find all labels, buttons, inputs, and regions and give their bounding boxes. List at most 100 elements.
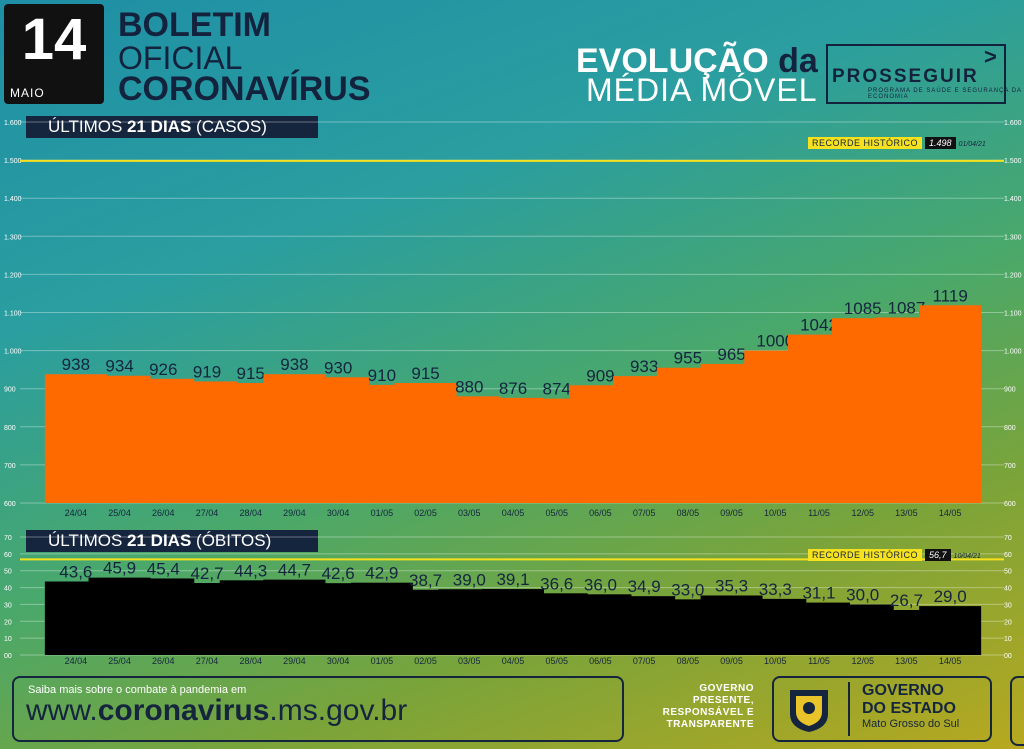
slogan-line4: TRANSPARENTE bbox=[666, 719, 754, 730]
deaths-data-label: 42,7 bbox=[190, 564, 223, 583]
deaths-data-label: 33,3 bbox=[759, 580, 792, 599]
slogan-line2: PRESENTE, bbox=[692, 695, 754, 706]
deaths-ytick-label-right: 40 bbox=[1004, 586, 1012, 593]
cases-data-label: 876 bbox=[499, 379, 527, 398]
cases-data-label: 1000 bbox=[756, 332, 794, 351]
program-logo-subtitle: PROGRAMA DE SAÚDE E SEGURANÇA DA ECONOMI… bbox=[868, 88, 1022, 100]
deaths-data-label: 43,6 bbox=[59, 563, 92, 582]
cases-ytick-label-left: 1.500 bbox=[4, 158, 22, 165]
deaths-data-label: 39,1 bbox=[496, 570, 529, 589]
cases-xtick-label: 11/05 bbox=[808, 508, 830, 518]
cases-data-label: 915 bbox=[237, 364, 265, 383]
cases-data-label: 933 bbox=[630, 357, 658, 376]
bulletin-title-line1: BOLETIM bbox=[118, 6, 271, 44]
deaths-xtick-label: 26/04 bbox=[152, 656, 175, 666]
deaths-ytick-label-left: 50 bbox=[4, 569, 12, 576]
cases-record-date: 01/04/21 bbox=[958, 141, 986, 148]
cases-data-label: 874 bbox=[543, 380, 571, 399]
cases-ytick-label-right: 1.600 bbox=[1004, 120, 1022, 127]
cases-data-label: 880 bbox=[455, 377, 483, 396]
cases-xtick-label: 29/04 bbox=[283, 508, 306, 518]
footer-url-link[interactable]: www.coronavirus.ms.gov.br bbox=[26, 694, 407, 728]
date-month: MAIO bbox=[10, 86, 45, 100]
cases-ytick-label-left: 1.100 bbox=[4, 311, 22, 318]
cases-data-label: 915 bbox=[411, 364, 439, 383]
deaths-data-label: 26,7 bbox=[890, 591, 923, 610]
cases-ytick-label-left: 600 bbox=[4, 501, 16, 508]
cases-xtick-label: 02/05 bbox=[414, 508, 437, 518]
cases-xtick-label: 01/05 bbox=[371, 508, 394, 518]
deaths-ytick-label-right: 30 bbox=[1004, 602, 1012, 609]
deaths-ytick-label-right: 60 bbox=[1004, 552, 1012, 559]
deaths-record-value: 56,7 bbox=[925, 549, 951, 561]
url-suffix: .ms.gov.br bbox=[269, 694, 408, 727]
cases-ytick-label-right: 1.400 bbox=[1004, 196, 1022, 203]
cases-data-label: 934 bbox=[105, 357, 133, 376]
deaths-xtick-label: 28/04 bbox=[239, 656, 262, 666]
deaths-data-label: 38,7 bbox=[409, 571, 442, 590]
deaths-record-label: RECORDE HISTÓRICO bbox=[808, 549, 923, 561]
cases-xtick-label: 28/04 bbox=[239, 508, 262, 518]
deaths-data-label: 36,6 bbox=[540, 574, 573, 593]
slogan-line1: GOVERNO bbox=[699, 683, 754, 694]
cases-data-label: 965 bbox=[717, 345, 745, 364]
cases-xtick-label: 06/05 bbox=[589, 508, 612, 518]
cases-xtick-label: 04/05 bbox=[502, 508, 525, 518]
cases-ytick-label-right: 600 bbox=[1004, 501, 1016, 508]
program-logo-name: PROSSEGUIR bbox=[832, 66, 979, 87]
deaths-ytick-label-left: 40 bbox=[4, 586, 12, 593]
deaths-xtick-label: 02/05 bbox=[414, 656, 437, 666]
evolution-title-part1: EVOLUÇÃO bbox=[576, 42, 769, 80]
deaths-ytick-label-left: 60 bbox=[4, 552, 12, 559]
deaths-data-label: 31,1 bbox=[802, 584, 835, 603]
deaths-title-prefix: ÚLTIMOS bbox=[48, 531, 123, 550]
cases-ytick-label-left: 900 bbox=[4, 387, 16, 394]
deaths-xtick-label: 12/05 bbox=[851, 656, 874, 666]
cases-ytick-label-right: 1.100 bbox=[1004, 311, 1022, 318]
cases-data-label: 1119 bbox=[932, 286, 967, 305]
cases-section-title: ÚLTIMOS 21 DIAS (CASOS) bbox=[26, 116, 318, 138]
cases-ytick-label-left: 1.200 bbox=[4, 272, 22, 279]
cases-ytick-label-right: 1.200 bbox=[1004, 272, 1022, 279]
bulletin-title-line2: OFICIAL bbox=[118, 40, 243, 76]
deaths-data-label: 29,0 bbox=[934, 587, 967, 606]
deaths-ytick-label-left: 00 bbox=[4, 653, 12, 660]
deaths-xtick-label: 29/04 bbox=[283, 656, 306, 666]
cases-data-label: 1085 bbox=[844, 299, 882, 318]
deaths-ytick-label-right: 00 bbox=[1004, 653, 1012, 660]
deaths-xtick-label: 04/05 bbox=[502, 656, 525, 666]
state-seal-icon bbox=[790, 690, 828, 732]
cases-xtick-label: 03/05 bbox=[458, 508, 481, 518]
cases-xtick-label: 09/05 bbox=[720, 508, 743, 518]
deaths-ytick-label-left: 10 bbox=[4, 636, 12, 643]
deaths-xtick-label: 25/04 bbox=[108, 656, 131, 666]
cases-data-label: 909 bbox=[586, 366, 614, 385]
footer-url-box bbox=[12, 676, 624, 742]
deaths-data-label: 35,3 bbox=[715, 576, 748, 595]
deaths-data-label: 36,0 bbox=[584, 575, 617, 594]
deaths-bar bbox=[919, 606, 982, 655]
deaths-data-label: 42,6 bbox=[322, 564, 355, 583]
deaths-data-label: 45,9 bbox=[103, 559, 136, 578]
cases-xtick-label: 10/05 bbox=[764, 508, 787, 518]
deaths-xtick-label: 30/04 bbox=[327, 656, 350, 666]
cases-ytick-label-right: 900 bbox=[1004, 387, 1016, 394]
deaths-xtick-label: 07/05 bbox=[633, 656, 656, 666]
cases-data-label: 919 bbox=[193, 362, 221, 381]
deaths-data-label: 45,4 bbox=[147, 559, 180, 578]
cases-xtick-label: 26/04 bbox=[152, 508, 175, 518]
cases-ytick-label-left: 1.000 bbox=[4, 349, 22, 356]
cases-record-value: 1.498 bbox=[925, 137, 956, 149]
cases-data-label: 938 bbox=[62, 355, 90, 374]
cases-data-label: 930 bbox=[324, 358, 352, 377]
cases-ytick-label-left: 1.400 bbox=[4, 196, 22, 203]
deaths-data-label: 39,0 bbox=[453, 570, 486, 589]
deaths-xtick-label: 05/05 bbox=[545, 656, 568, 666]
url-prefix: www. bbox=[26, 694, 98, 727]
deaths-ytick-label-right: 10 bbox=[1004, 636, 1012, 643]
deaths-xtick-label: 11/05 bbox=[808, 656, 830, 666]
cases-title-suffix: (CASOS) bbox=[196, 117, 267, 136]
cases-ytick-label-right: 1.500 bbox=[1004, 158, 1022, 165]
cases-data-label: 1087 bbox=[888, 298, 926, 317]
